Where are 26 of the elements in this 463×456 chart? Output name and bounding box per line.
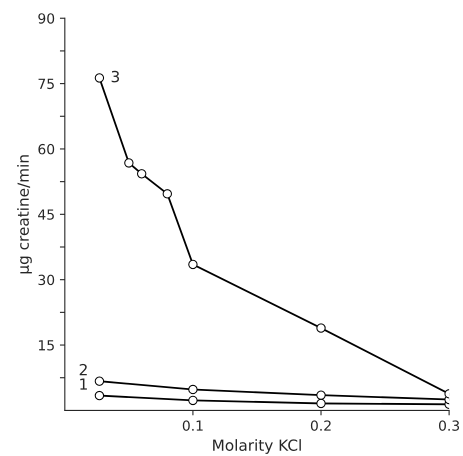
x-axis-title: Molarity KCl: [213, 439, 301, 454]
y-tick-label: 90: [38, 13, 54, 24]
y-axis-title: μg creatine/min: [17, 155, 32, 274]
point: [162, 189, 172, 199]
x-tick-label: 0.1: [182, 420, 203, 431]
y-tick-label: 30: [38, 274, 54, 286]
point: [316, 390, 326, 400]
x-tick-label: 0.2: [310, 420, 331, 431]
y-tick-label: 75: [38, 78, 54, 90]
point: [188, 260, 198, 270]
point: [316, 398, 326, 408]
point: [188, 384, 198, 394]
point: [136, 169, 146, 178]
point: [124, 158, 134, 168]
point: [94, 376, 104, 386]
point: [94, 390, 104, 400]
y-tick-label: 60: [38, 144, 54, 154]
series-label: 3: [112, 70, 120, 82]
point: [188, 396, 198, 406]
series-label: 1: [80, 378, 87, 390]
x-tick-label: 0.3: [438, 420, 460, 431]
series-label: 2: [80, 364, 87, 376]
point: [316, 323, 326, 333]
y-tick-label: 15: [38, 340, 54, 351]
point: [94, 73, 104, 83]
y-tick-label: 45: [38, 209, 54, 220]
